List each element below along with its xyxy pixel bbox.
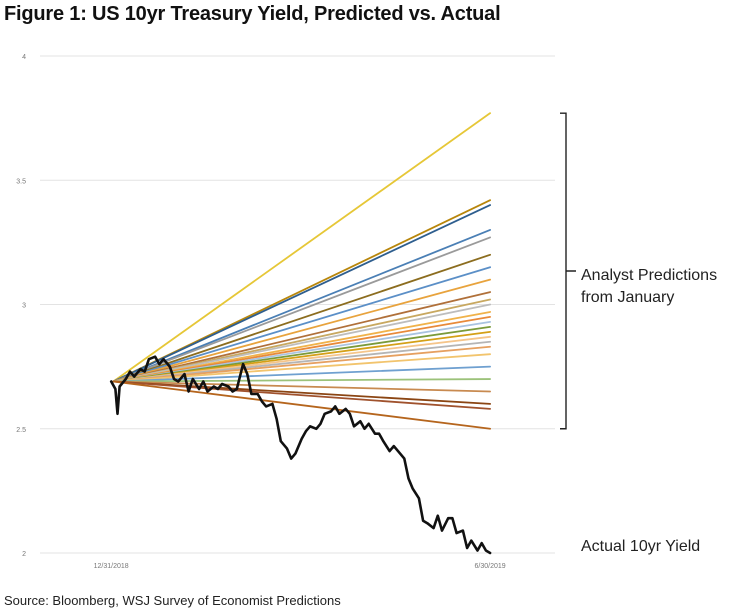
y-tick-label: 4 bbox=[22, 54, 26, 61]
actual-yield-label: Actual 10yr Yield bbox=[581, 538, 700, 555]
prediction-line bbox=[112, 303, 492, 383]
actual-yield-line bbox=[109, 355, 492, 555]
prediction-bracket bbox=[560, 112, 576, 430]
source-note: Source: Bloomberg, WSJ Survey of Economi… bbox=[4, 593, 341, 608]
x-tick-label: 6/30/2019 bbox=[475, 563, 506, 570]
prediction-line bbox=[112, 112, 492, 383]
prediction-line bbox=[112, 380, 492, 410]
prediction-line bbox=[112, 253, 492, 383]
x-axis-labels: 12/31/2018 6/30/2019 bbox=[94, 563, 506, 570]
prediction-lines bbox=[112, 112, 492, 430]
chart-title: Figure 1: US 10yr Treasury Yield, Predic… bbox=[4, 3, 501, 25]
bracket-label-line-1: Analyst Predictions bbox=[581, 267, 717, 284]
prediction-line bbox=[112, 345, 492, 383]
y-tick-label: 3 bbox=[22, 303, 26, 310]
prediction-line bbox=[112, 353, 492, 383]
y-tick-label: 2 bbox=[22, 551, 26, 558]
bracket-label-line-2: from January bbox=[581, 289, 674, 306]
prediction-line bbox=[112, 291, 492, 383]
prediction-line bbox=[112, 380, 492, 430]
y-tick-label: 2.5 bbox=[16, 427, 26, 434]
prediction-line bbox=[112, 380, 492, 393]
y-tick-label: 3.5 bbox=[16, 178, 26, 185]
prediction-line bbox=[112, 266, 492, 383]
y-axis-labels: 2 2.5 3 3.5 4 bbox=[16, 54, 26, 558]
prediction-line bbox=[112, 278, 492, 383]
x-tick-label: 12/31/2018 bbox=[94, 563, 129, 570]
prediction-line bbox=[112, 204, 492, 383]
gridlines bbox=[40, 55, 555, 554]
prediction-line bbox=[112, 229, 492, 383]
prediction-line bbox=[112, 236, 492, 383]
